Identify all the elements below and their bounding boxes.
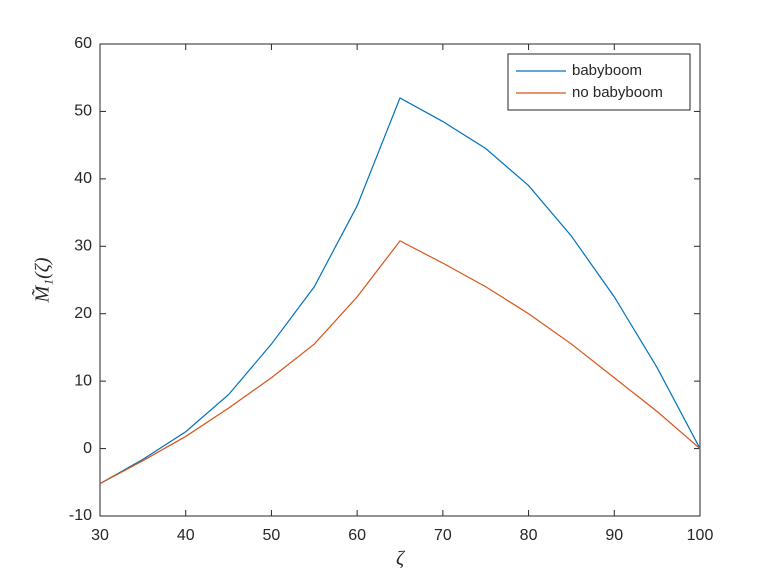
legend-box (507, 53, 691, 111)
y-tick-label: 30 (74, 238, 92, 255)
x-tick-label: 40 (177, 527, 195, 544)
y-tick-label: 20 (74, 305, 92, 322)
line (99, 240, 701, 485)
x-tick-label: 50 (263, 527, 281, 544)
y-tick-label: 50 (74, 103, 92, 120)
line (99, 97, 701, 485)
x-tick-label: 80 (520, 527, 538, 544)
y-tick-label: 10 (74, 372, 92, 389)
x-tick-label: 30 (91, 527, 109, 544)
legend-label: no babyboom (572, 84, 663, 101)
x-tick-label: 70 (434, 527, 452, 544)
y-axis-label: M̃₁(ζ) (30, 257, 53, 303)
y-tick-label: 0 (83, 440, 92, 457)
plot-area (99, 43, 701, 517)
x-axis-label: ζ (396, 548, 406, 570)
legend-label: babyboom (572, 62, 642, 79)
y-tick-label: 60 (74, 35, 92, 52)
x-tick-label: 100 (687, 527, 714, 544)
x-tick-label: 90 (605, 527, 623, 544)
y-tick-label: 40 (74, 170, 92, 187)
x-tick-label: 60 (348, 527, 366, 544)
y-tick-label: -10 (69, 507, 92, 524)
